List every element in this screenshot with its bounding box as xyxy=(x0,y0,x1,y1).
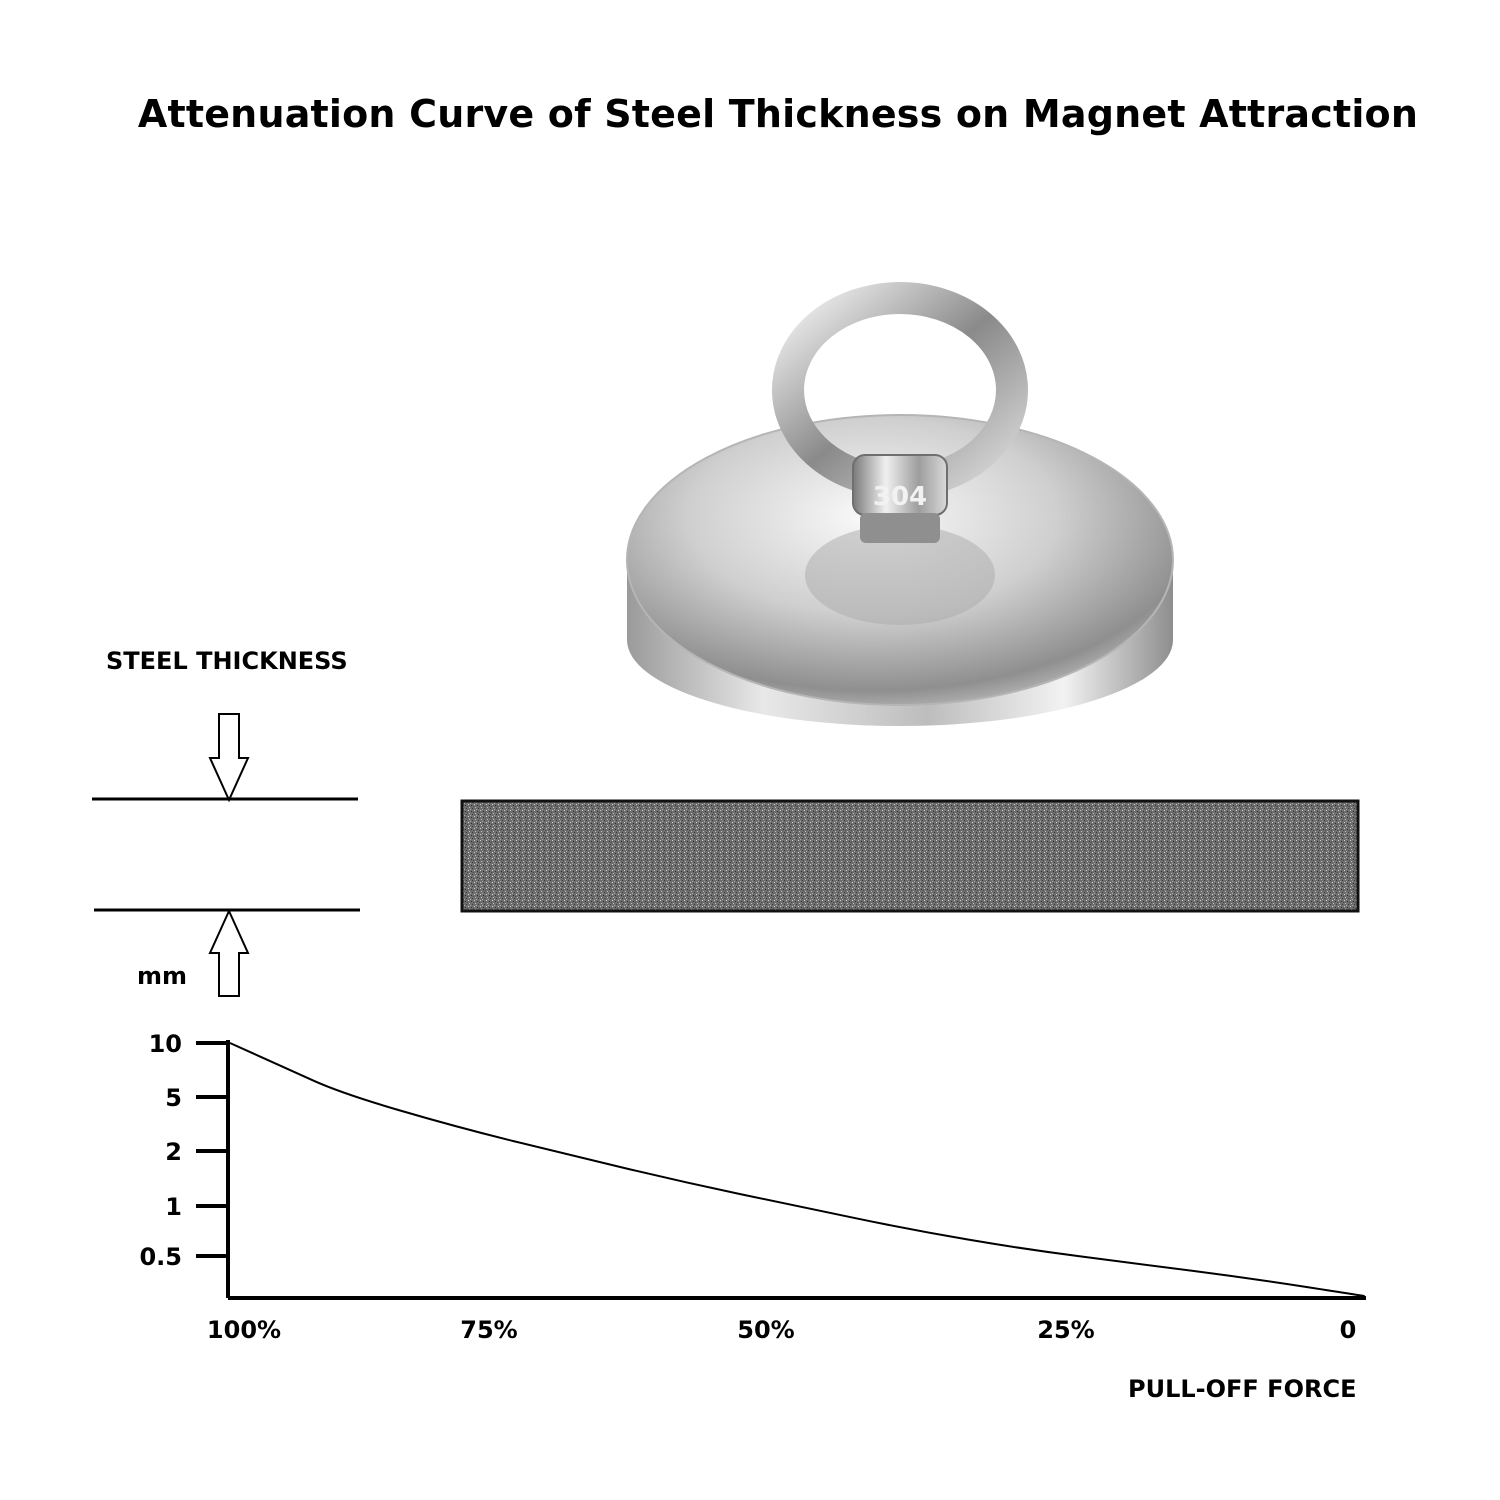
y-axis-unit-label: mm xyxy=(137,962,188,990)
x-tick-label: 50% xyxy=(737,1316,794,1344)
x-tick-label: 0 xyxy=(1340,1316,1357,1344)
steel-plate xyxy=(460,799,1360,913)
x-tick-label: 75% xyxy=(460,1316,517,1344)
attenuation-curve xyxy=(229,1042,1365,1297)
x-tick-label: 100% xyxy=(207,1316,281,1344)
up-arrow-icon xyxy=(208,908,250,997)
y-ticks: 10 5 2 1 0.5 xyxy=(139,1030,228,1271)
magnet-image: 304 xyxy=(626,282,1174,726)
y-tick-label: 10 xyxy=(149,1030,182,1058)
chart-title: Attenuation Curve of Steel Thickness on … xyxy=(137,92,1419,136)
x-axis-label: PULL-OFF FORCE xyxy=(1128,1375,1357,1403)
y-tick-label: 1 xyxy=(165,1193,182,1221)
down-arrow-icon xyxy=(208,713,250,803)
y-tick-label: 5 xyxy=(165,1084,182,1112)
x-ticks: 100% 75% 50% 25% 0 xyxy=(207,1316,1356,1344)
steel-thickness-label: STEEL THICKNESS xyxy=(106,647,348,675)
magnet-stamp-text: 304 xyxy=(873,482,927,512)
y-tick-label: 2 xyxy=(165,1138,182,1166)
x-tick-label: 25% xyxy=(1037,1316,1094,1344)
y-tick-label: 0.5 xyxy=(139,1243,182,1271)
